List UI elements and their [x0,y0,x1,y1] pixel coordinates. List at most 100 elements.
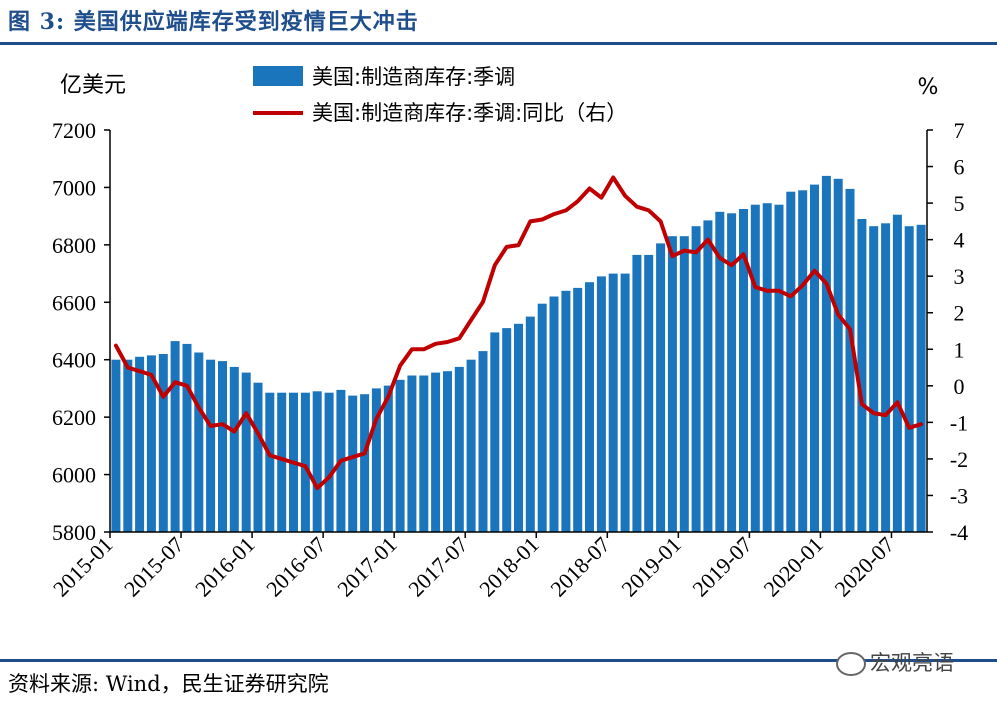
bar-2015-07 [182,343,192,532]
bar-2020-03 [845,188,855,532]
right-tick-label: 2 [954,301,965,326]
bar-2017-04 [431,372,441,532]
bar-2018-02 [549,296,559,532]
chart-svg: 5800 6000 6200 6400 6600 6800 7000 7200 -4 -3 -2 -1… [48,65,968,602]
left-tick-label: 6800 [52,233,96,258]
bar-2015-10 [218,361,227,532]
bar-2018-09 [632,254,642,532]
bar-2018-11 [656,243,666,532]
left-tick-label: 6000 [52,463,96,488]
bar-2020-09 [916,224,926,533]
left-tick-label: 6200 [52,405,96,430]
bar-2015-05 [158,354,168,532]
bar-2015-06 [170,341,180,532]
bar-2018-04 [573,287,583,532]
right-unit-label: % [918,75,939,100]
bar-2017-07 [466,359,476,532]
bar-2018-05 [585,282,594,532]
bar-2017-10 [502,328,512,532]
right-tick-label: 0 [954,374,965,399]
bar-2020-05 [869,226,879,532]
bar-2019-07 [750,204,760,532]
x-tick-label: 2016-07 [261,532,331,602]
bar-2017-11 [514,323,523,532]
bar-2017-03 [419,375,429,532]
bar-2020-04 [857,219,867,532]
left-tick-label: 7000 [52,175,96,200]
bar-2016-06 [312,391,322,532]
bar-2019-05 [727,213,737,533]
x-tick-label: 2015-07 [119,532,189,602]
bar-2016-07 [324,392,334,532]
bar-2020-08 [904,226,914,532]
bar-2019-02 [691,226,701,532]
bar-2015-12 [241,372,251,532]
bar-2018-10 [644,254,654,532]
bar-2019-12 [810,184,819,532]
legend-bar-label: 美国:制造商库存:季调 [312,65,515,89]
figure-title: 图 3: 美国供应端库存受到疫情巨大冲击 [8,9,419,35]
bar-2015-01 [111,359,121,532]
bar-2017-05 [443,371,452,532]
right-tick-label: 3 [954,264,965,289]
legend-line-label: 美国:制造商库存:季调:同比（右） [312,101,627,125]
left-unit-label: 亿美元 [60,73,126,98]
bar-2018-12 [667,236,677,532]
x-tick-label: 2019-07 [687,532,757,602]
left-tick-label: 7200 [52,118,96,143]
bar-2016-09 [348,395,358,532]
bar-2017-02 [407,375,417,532]
footer-rule [0,659,997,662]
watermark: 宏观亮语 [836,647,954,677]
bar-2016-11 [371,388,381,532]
bar-2015-11 [229,366,239,532]
bar-2020-01 [821,175,831,532]
watermark-text: 宏观亮语 [870,651,954,675]
x-tick-label: 2016-01 [190,532,260,602]
source-note: 资料来源: Wind，民生证券研究院 [8,672,329,696]
right-tick-label: -1 [950,410,968,435]
bar-2019-09 [774,204,784,532]
right-tick-label: -2 [950,447,968,472]
bar-2018-08 [620,273,630,532]
bar-2017-09 [490,332,500,532]
bar-2015-08 [194,352,204,532]
bar-series-group [111,175,926,533]
right-tick-label: -3 [950,483,968,508]
bar-2018-06 [596,276,606,532]
x-tick-label: 2018-01 [474,532,544,602]
wechat-icon [836,652,866,676]
bar-2016-02 [265,392,275,532]
x-tick-label: 2020-07 [829,532,899,602]
bar-2019-03 [703,220,713,532]
bar-2016-01 [253,382,263,532]
x-tick-label: 2017-07 [403,532,473,602]
right-tick-label: 1 [954,337,965,362]
bar-2017-08 [478,351,488,532]
bar-2015-09 [206,359,216,532]
bar-2020-02 [833,178,843,533]
bar-2018-01 [537,303,547,532]
x-tick-label: 2018-07 [545,532,615,602]
bar-2015-02 [123,359,133,532]
bar-2016-03 [277,392,287,532]
yoy-line-series [113,175,924,491]
right-tick-label: 5 [954,191,965,216]
bar-2019-08 [762,203,772,532]
bar-2019-04 [715,211,725,533]
x-tick-label: 2019-01 [616,532,686,602]
left-tick-label: 6600 [52,290,96,315]
bar-2015-03 [135,356,145,532]
bar-2019-06 [739,209,748,532]
right-tick-label: 7 [954,118,965,143]
right-tick-label: -4 [950,520,968,545]
bar-2018-03 [561,290,571,532]
bar-2016-12 [383,385,393,532]
bar-2015-04 [146,355,156,532]
bar-2017-12 [525,316,535,532]
bar-2016-10 [360,394,370,532]
x-tick-label: 2020-01 [758,532,828,602]
right-tick-label: 6 [954,155,965,180]
bar-2017-01 [395,379,405,532]
